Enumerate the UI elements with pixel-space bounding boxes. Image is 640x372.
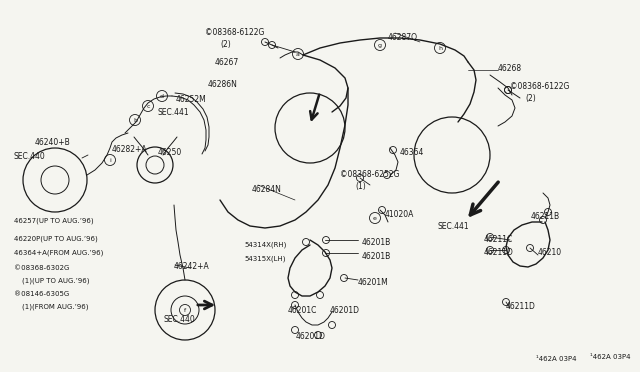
Text: 46201B: 46201B [362,238,391,247]
Text: h: h [438,45,442,51]
Text: i: i [109,157,111,163]
Text: g: g [378,42,382,48]
Text: 46240+B: 46240+B [35,138,71,147]
Text: f: f [184,308,186,312]
Text: 46364+A(FROM AUG.’96): 46364+A(FROM AUG.’96) [14,249,104,256]
Text: c: c [147,103,150,109]
Text: ¹462A 03P4: ¹462A 03P4 [536,356,577,362]
Text: SEC.441: SEC.441 [158,108,189,117]
Text: d: d [160,93,164,99]
Text: (1): (1) [355,182,365,191]
Text: (2): (2) [220,40,231,49]
Text: 46211B: 46211B [531,212,560,221]
Text: 46252M: 46252M [176,95,207,104]
Text: a: a [296,51,300,57]
Text: SEC.440: SEC.440 [163,315,195,324]
Text: 46250: 46250 [158,148,182,157]
Text: SEC.441: SEC.441 [437,222,468,231]
Text: 46201M: 46201M [358,278,388,287]
Text: (1)(UP TO AUG.’96): (1)(UP TO AUG.’96) [22,277,90,283]
Text: 46284N: 46284N [252,185,282,194]
Text: 46282+A: 46282+A [112,145,148,154]
Text: ©08368-6122G: ©08368-6122G [205,28,264,37]
Text: 46201B: 46201B [362,252,391,261]
Text: b: b [133,118,137,122]
Text: 46267: 46267 [215,58,239,67]
Text: 46201D: 46201D [330,306,360,315]
Text: (2): (2) [525,94,536,103]
Text: 46211D: 46211D [484,248,514,257]
Text: 41020A: 41020A [385,210,414,219]
Text: (1)(FROM AUG.’96): (1)(FROM AUG.’96) [22,303,88,310]
Text: 46268: 46268 [498,64,522,73]
Text: 54314X(RH): 54314X(RH) [244,242,286,248]
Text: 46210: 46210 [538,248,562,257]
Text: ©08368-6302G: ©08368-6302G [14,265,69,271]
Text: 46201D: 46201D [296,332,326,341]
Text: 46287Q: 46287Q [388,33,418,42]
Text: ®08146-6305G: ®08146-6305G [14,291,69,297]
Text: 46211C: 46211C [484,235,513,244]
Text: 46242+A: 46242+A [174,262,210,271]
Text: 46364: 46364 [400,148,424,157]
Text: 46286N: 46286N [208,80,238,89]
Text: 46201C: 46201C [288,306,317,315]
Text: SEC.440: SEC.440 [14,152,45,161]
Text: ©08368-6122G: ©08368-6122G [510,82,570,91]
Text: ©08368-6252G: ©08368-6252G [340,170,399,179]
Text: 46211D: 46211D [506,302,536,311]
Text: 54315X(LH): 54315X(LH) [244,255,285,262]
Text: 46220P(UP TO AUG.’96): 46220P(UP TO AUG.’96) [14,236,98,243]
Text: 46257(UP TO AUG.’96): 46257(UP TO AUG.’96) [14,218,93,224]
Text: e: e [373,215,377,221]
Text: ¹462A 03P4: ¹462A 03P4 [589,354,630,360]
